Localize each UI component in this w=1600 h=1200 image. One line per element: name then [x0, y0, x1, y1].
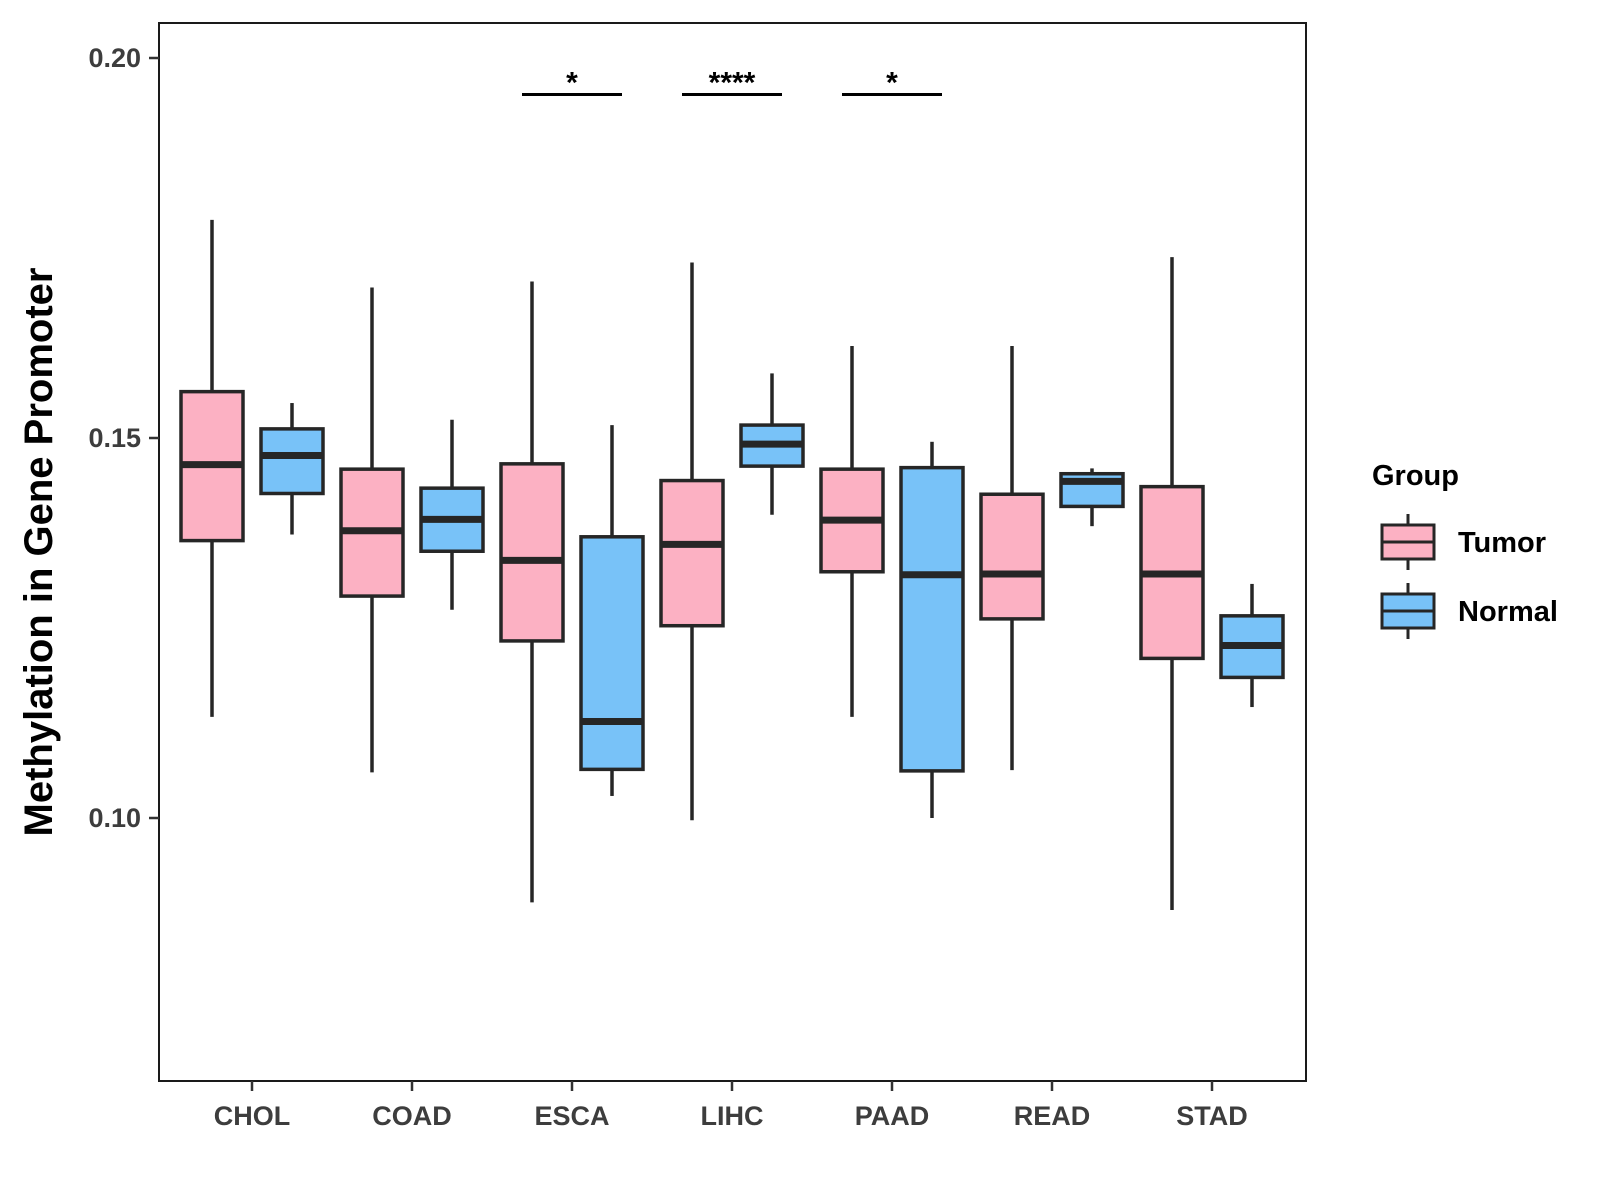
x-tick-label-lihc: LIHC: [701, 1101, 764, 1131]
box-normal-chol: [259, 403, 325, 535]
box-tumor-esca: [499, 281, 565, 903]
box-body: [979, 492, 1045, 621]
x-tick-label-coad: COAD: [372, 1101, 452, 1131]
x-tick-label-esca: ESCA: [534, 1101, 609, 1131]
box-body: [259, 427, 325, 496]
box-body: [499, 462, 565, 643]
y-tick-label: 0.20: [88, 43, 141, 73]
box-tumor-coad: [339, 287, 405, 773]
significance-esca: *: [522, 66, 622, 99]
box-normal-lihc: [739, 373, 805, 515]
box-series: [179, 219, 1285, 910]
y-axis-title: Methylation in Gene Promoter: [17, 268, 61, 837]
y-tick-label: 0.15: [88, 423, 141, 453]
legend-title: Group: [1372, 460, 1459, 492]
x-axis: CHOL COAD ESCA LIHC PAAD READ STAD: [214, 1081, 1248, 1131]
significance-label: ****: [709, 66, 756, 99]
y-tick-label: 0.10: [88, 803, 141, 833]
x-tick-label-chol: CHOL: [214, 1101, 291, 1131]
box-normal-read: [1059, 468, 1125, 527]
significance-label: *: [886, 66, 898, 99]
box-body: [659, 478, 725, 628]
box-tumor-stad: [1139, 257, 1205, 910]
legend-label-normal: Normal: [1458, 596, 1558, 628]
significance-annotations: * **** *: [522, 66, 942, 99]
box-normal-stad: [1219, 583, 1285, 708]
box-tumor-paad: [819, 346, 885, 717]
box-tumor-read: [979, 346, 1045, 771]
legend-item-tumor: Tumor: [1380, 514, 1546, 570]
significance-label: *: [566, 66, 578, 99]
box-normal-esca: [579, 425, 645, 796]
box-tumor-chol: [179, 219, 245, 717]
box-tumor-lihc: [659, 262, 725, 821]
x-tick-label-stad: STAD: [1176, 1101, 1248, 1131]
y-axis: 0.10 0.15 0.20: [88, 43, 159, 833]
legend-label-tumor: Tumor: [1458, 527, 1546, 559]
x-tick-label-read: READ: [1014, 1101, 1091, 1131]
box-body: [579, 535, 645, 772]
significance-paad: *: [842, 66, 942, 99]
box-normal-coad: [419, 419, 485, 610]
legend-item-normal: Normal: [1380, 583, 1558, 639]
legend: Group Tumor Normal: [1372, 460, 1558, 639]
significance-lihc: ****: [682, 66, 782, 99]
box-normal-paad: [899, 441, 965, 818]
plot-panel: [158, 22, 1307, 1082]
x-tick-label-paad: PAAD: [855, 1101, 930, 1131]
box-body: [899, 465, 965, 773]
